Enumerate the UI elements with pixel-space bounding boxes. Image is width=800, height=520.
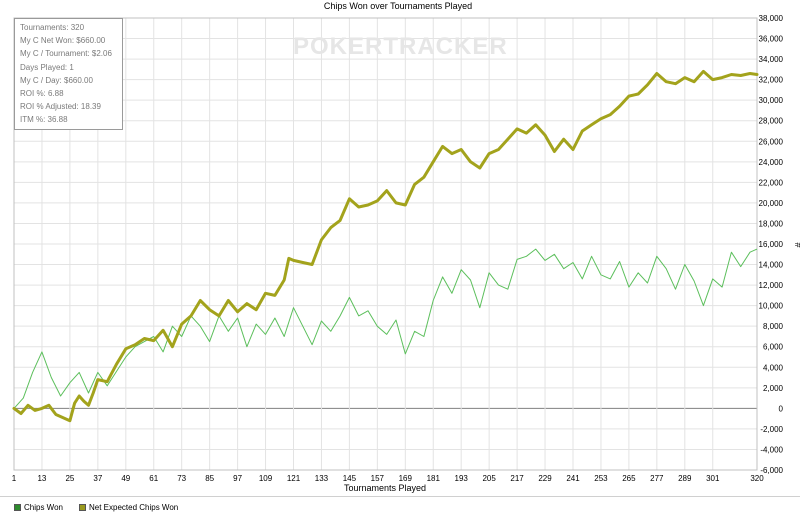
legend-label-net-expected: Net Expected Chips Won (89, 503, 179, 512)
x-axis-title: Tournaments Played (344, 483, 426, 493)
x-tick-label: 1 (12, 474, 17, 483)
y-tick-label: 20,000 (759, 199, 784, 208)
x-tick-label: 85 (205, 474, 214, 483)
y-tick-label: 28,000 (759, 117, 784, 126)
x-tick-label: 217 (510, 474, 524, 483)
y-tick-label: 32,000 (759, 76, 784, 85)
y-tick-label: 6,000 (763, 343, 784, 352)
stats-line: Days Played: 1 (20, 62, 74, 72)
y-tick-label: -6,000 (760, 466, 783, 475)
chart-title: Chips Won over Tournaments Played (324, 1, 472, 11)
stats-box: Tournaments: 320 My C Net Won: $660.00 My … (14, 18, 123, 130)
y-tick-label: -4,000 (760, 445, 783, 454)
stats-line: Tournaments: 320 (20, 23, 85, 32)
stats-line: My C Net Won: $660.00 (20, 36, 106, 46)
y-tick-label: 12,000 (759, 281, 784, 290)
x-tick-label: 13 (37, 474, 46, 483)
y-tick-label: 2,000 (763, 384, 784, 393)
x-tick-label: 145 (343, 474, 357, 483)
x-tick-label: 73 (177, 474, 186, 483)
watermark-logo: POKERTRACKER (293, 33, 508, 60)
x-tick-label: 241 (566, 474, 580, 483)
legend-item-chips-won[interactable]: Chips Won (14, 503, 63, 512)
y-tick-label: 34,000 (759, 55, 784, 64)
series-layer (12, 69, 759, 423)
x-tick-label: 301 (706, 474, 720, 483)
stats-line: My C / Tournament: $2.06 (20, 49, 112, 59)
x-tick-label: 277 (650, 474, 664, 483)
y-tick-label: -2,000 (760, 425, 783, 434)
tick-layer: -6,000 -4,000 -2,000 0 2,000 4,000 6,000 8,000 1… (12, 14, 784, 483)
stats-line: ITM %: 36.88 (20, 115, 68, 125)
y-axis-title: # (793, 242, 800, 247)
y-tick-label: 26,000 (759, 137, 784, 146)
x-tick-label: 320 (750, 474, 764, 483)
series-line-chips-won (13, 248, 758, 409)
x-tick-label: 253 (594, 474, 608, 483)
plot-frame (13, 17, 758, 471)
stats-line: ROI % Adjusted: 18.39 (20, 102, 101, 112)
x-tick-label: 169 (399, 474, 413, 483)
x-tick-label: 229 (538, 474, 552, 483)
legend-item-net-expected[interactable]: Net Expected Chips Won (79, 503, 178, 512)
y-tick-label: 22,000 (759, 178, 784, 187)
stats-line: My C / Day: $660.00 (20, 75, 93, 85)
y-tick-label: 14,000 (759, 261, 784, 270)
series-line-net-expected (12, 69, 759, 423)
y-tick-label: 10,000 (759, 302, 784, 311)
y-tick-label: 24,000 (759, 158, 784, 167)
x-tick-label: 133 (315, 474, 329, 483)
x-tick-label: 193 (455, 474, 469, 483)
y-tick-label: 30,000 (759, 96, 784, 105)
x-tick-label: 109 (259, 474, 273, 483)
x-tick-label: 121 (287, 474, 301, 483)
y-tick-label: 18,000 (759, 219, 784, 228)
x-tick-label: 289 (678, 474, 692, 483)
x-tick-label: 181 (427, 474, 441, 483)
legend: Chips Won Net Expected Chips Won (0, 496, 800, 520)
y-tick-label: 38,000 (759, 14, 784, 23)
y-tick-label: 36,000 (759, 35, 784, 44)
x-tick-label: 49 (121, 474, 130, 483)
y-tick-label: 4,000 (763, 363, 784, 372)
y-tick-label: 8,000 (763, 322, 784, 331)
y-tick-label: 0 (779, 404, 784, 413)
legend-swatch-net-expected (79, 504, 86, 511)
x-tick-label: 25 (65, 474, 74, 483)
legend-label-chips-won: Chips Won (24, 503, 63, 512)
x-tick-label: 205 (482, 474, 496, 483)
stats-line: ROI %: 6.88 (20, 89, 64, 99)
x-tick-label: 157 (371, 474, 385, 483)
x-tick-label: 61 (149, 474, 158, 483)
x-tick-label: 265 (622, 474, 636, 483)
y-tick-label: 16,000 (759, 240, 784, 249)
x-tick-label: 37 (93, 474, 102, 483)
legend-swatch-chips-won (14, 504, 21, 511)
x-tick-label: 97 (233, 474, 242, 483)
